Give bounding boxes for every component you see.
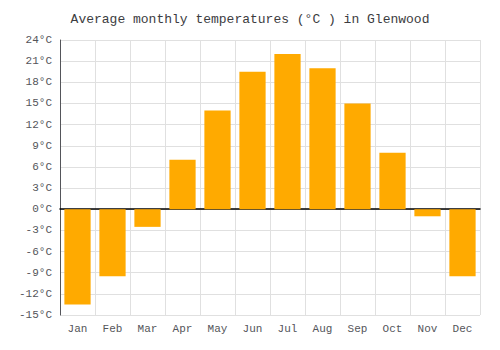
svg-text:12°C: 12°C — [26, 119, 53, 131]
svg-text:Aug: Aug — [313, 323, 333, 335]
svg-text:-15°C: -15°C — [19, 309, 52, 321]
svg-text:-9°C: -9°C — [26, 267, 53, 279]
svg-text:Mar: Mar — [138, 323, 158, 335]
svg-text:Dec: Dec — [453, 323, 473, 335]
svg-text:-12°C: -12°C — [19, 288, 52, 300]
svg-text:24°C: 24°C — [26, 34, 53, 46]
svg-text:Jun: Jun — [243, 323, 263, 335]
svg-text:18°C: 18°C — [26, 76, 53, 88]
svg-text:Nov: Nov — [418, 323, 438, 335]
svg-text:Sep: Sep — [348, 323, 368, 335]
svg-text:0°C: 0°C — [32, 203, 52, 215]
svg-text:15°C: 15°C — [26, 97, 53, 109]
svg-text:Apr: Apr — [173, 323, 193, 335]
svg-text:Feb: Feb — [103, 323, 123, 335]
svg-text:Average monthly temperatures (: Average monthly temperatures (°C ) in Gl… — [71, 12, 430, 27]
svg-text:6°C: 6°C — [32, 161, 52, 173]
svg-text:Oct: Oct — [383, 323, 403, 335]
svg-text:-6°C: -6°C — [26, 246, 53, 258]
svg-text:21°C: 21°C — [26, 55, 53, 67]
svg-text:May: May — [208, 323, 228, 335]
svg-text:-3°C: -3°C — [26, 224, 53, 236]
svg-text:Jan: Jan — [68, 323, 88, 335]
svg-text:3°C: 3°C — [32, 182, 52, 194]
svg-text:9°C: 9°C — [32, 140, 52, 152]
svg-text:Jul: Jul — [278, 323, 298, 335]
